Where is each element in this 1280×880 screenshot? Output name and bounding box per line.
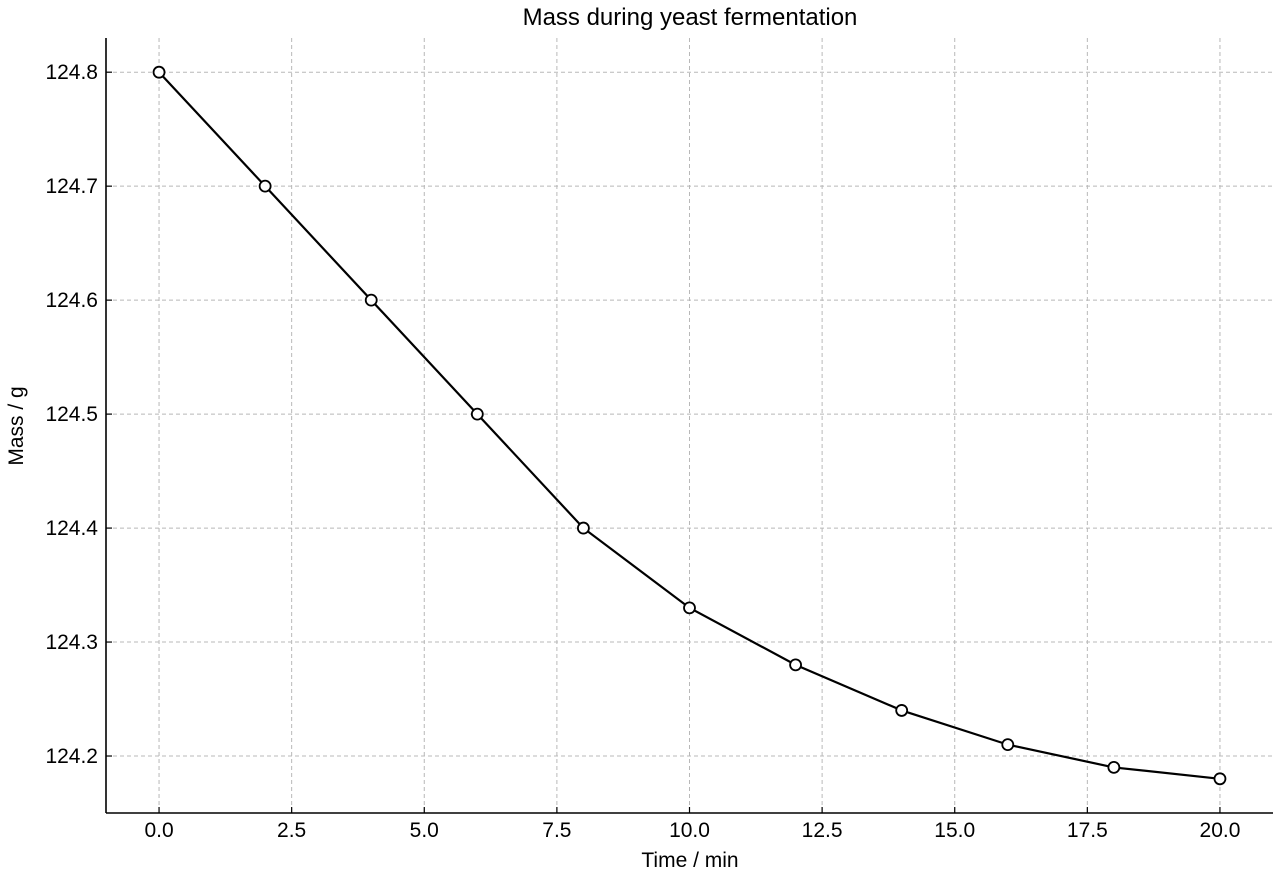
y-tick-label: 124.4	[45, 517, 98, 540]
data-point	[789, 658, 802, 672]
data-point	[258, 179, 272, 193]
y-tick-label: 124.5	[45, 403, 98, 426]
y-tick-label: 124.2	[45, 745, 98, 768]
x-tick-label: 7.5	[542, 819, 571, 842]
data-point	[152, 65, 166, 79]
data-point	[895, 704, 909, 717]
series	[152, 65, 1227, 786]
x-tick-label: 15.0	[934, 819, 975, 842]
x-tick-label: 17.5	[1067, 819, 1108, 842]
x-tick-label: 0.0	[144, 819, 173, 842]
x-tick-label: 5.0	[410, 819, 439, 842]
x-axis-title: Time / min	[641, 849, 738, 872]
x-tick-label: 12.5	[802, 819, 843, 842]
y-tick-label: 124.6	[45, 289, 98, 312]
y-tick-label: 124.3	[45, 631, 98, 654]
data-point	[1213, 772, 1227, 786]
data-point	[364, 293, 378, 307]
y-tick-label: 124.7	[45, 175, 98, 198]
data-point	[470, 407, 484, 421]
data-point	[1001, 738, 1015, 752]
data-point	[683, 601, 696, 615]
chart-title: Mass during yeast fermentation	[523, 4, 858, 31]
x-tick-label: 20.0	[1200, 819, 1241, 842]
x-tick-label: 2.5	[277, 819, 306, 842]
x-tick-label: 10.0	[669, 819, 710, 842]
y-axis-title: Mass / g	[5, 386, 28, 465]
grid	[106, 38, 1273, 813]
ticks: 0.0 2.5 5.0 7.5 10.0 12.5 15.0 17.5 20.0 124.2 124…	[45, 61, 1240, 842]
data-point	[577, 521, 590, 535]
y-tick-label: 124.8	[45, 61, 98, 84]
data-point	[1107, 761, 1121, 774]
